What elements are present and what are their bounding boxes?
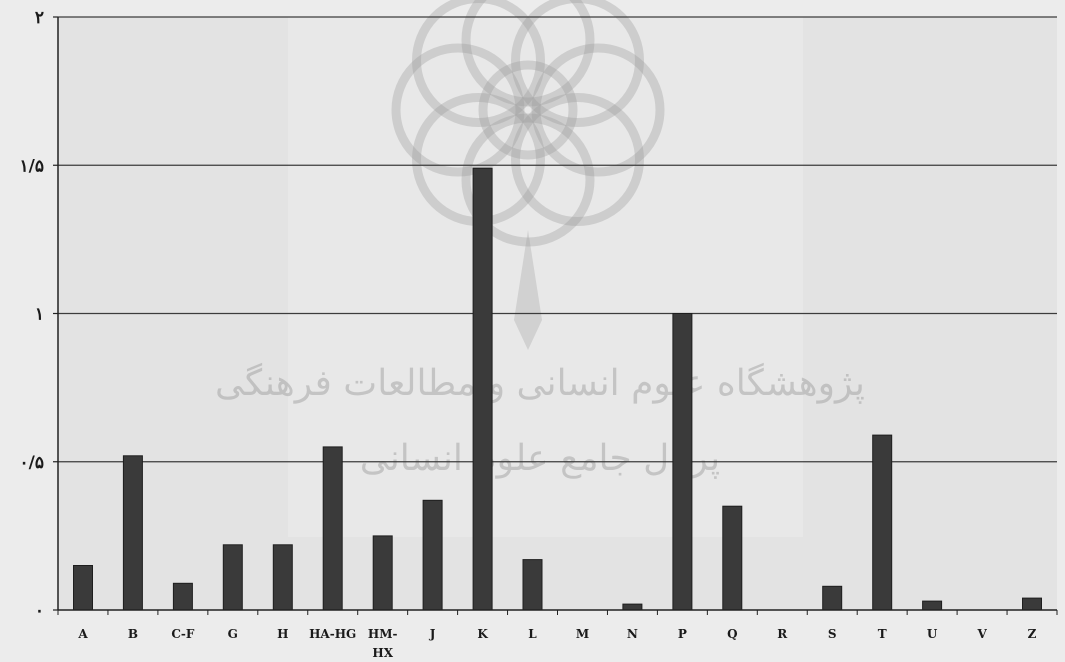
x-tick-label: T bbox=[878, 627, 887, 641]
watermark-petal bbox=[511, 93, 644, 226]
bar-hm-hx bbox=[372, 535, 393, 611]
watermark-petal bbox=[531, 43, 665, 177]
watermark-band bbox=[288, 17, 803, 537]
x-tick-label: V bbox=[976, 627, 987, 641]
x-tick-label: H bbox=[277, 627, 288, 641]
x-tick-label: R bbox=[777, 627, 788, 641]
bar-ha-hg bbox=[322, 446, 343, 611]
watermark-petal bbox=[391, 43, 525, 177]
bar-t bbox=[872, 434, 893, 611]
x-tick-label: U bbox=[927, 627, 938, 641]
bar-l bbox=[522, 559, 543, 611]
x-tick-label: L bbox=[528, 627, 537, 641]
bar-a bbox=[73, 565, 93, 611]
watermark-petal bbox=[412, 0, 545, 127]
bar-g bbox=[222, 544, 243, 611]
x-tick-label: C-F bbox=[171, 627, 195, 641]
bars bbox=[73, 167, 1042, 611]
y-tick-label: ٢ bbox=[35, 8, 44, 28]
watermark-petal bbox=[461, 0, 595, 107]
x-tick-label: HA-HG bbox=[309, 627, 356, 641]
y-tick-label: ١ bbox=[35, 305, 44, 325]
x-tick-label: G bbox=[228, 627, 238, 641]
x-tick-label: K bbox=[477, 627, 488, 641]
x-tick-label: HM- bbox=[368, 627, 398, 641]
bar-u bbox=[922, 600, 943, 611]
x-tick-label: B bbox=[128, 627, 138, 641]
y-tick-label: ١/۵ bbox=[20, 156, 44, 176]
x-tick-label: Z bbox=[1028, 627, 1037, 641]
x-tick-label: J bbox=[429, 627, 436, 641]
y-tick-label: ٠ bbox=[35, 601, 44, 621]
x-tick-label: P bbox=[678, 627, 687, 641]
bar-b bbox=[122, 455, 143, 611]
watermark-center bbox=[478, 60, 578, 160]
bar-n bbox=[622, 603, 643, 611]
x-tick-label: S bbox=[828, 627, 837, 641]
bar-c-f bbox=[172, 582, 193, 611]
x-axis-ticks: A B C-F G H HA-HG HM- HX J K L M N P Q R S T U V Z bbox=[57, 610, 1058, 660]
watermark-stem bbox=[514, 230, 542, 350]
watermark-text-line-2: پرتال جامع علوم انسانی bbox=[360, 438, 720, 479]
bar-q bbox=[722, 505, 743, 611]
y-axis-ticks: ٠ ٠/۵ ١ ١/۵ ٢ bbox=[20, 8, 58, 621]
watermark-petal bbox=[461, 113, 595, 247]
x-tick-label: A bbox=[77, 627, 88, 641]
x-tick-label: N bbox=[627, 627, 638, 641]
x-tick-label: HX bbox=[372, 646, 393, 660]
watermark-text-line-1: پژوهشگاه علوم انسانی و مطالعات فرهنگی bbox=[215, 362, 865, 404]
bar-j bbox=[422, 499, 443, 611]
bar-s bbox=[822, 585, 843, 611]
bar-k bbox=[472, 167, 493, 611]
y-tick-label: ٠/۵ bbox=[20, 453, 44, 473]
bar-z bbox=[1022, 597, 1042, 611]
x-tick-label: Q bbox=[727, 627, 737, 641]
watermark-petal bbox=[511, 0, 644, 127]
x-tick-label: M bbox=[576, 627, 589, 641]
bar-p bbox=[672, 313, 693, 611]
bar-h bbox=[272, 544, 293, 611]
